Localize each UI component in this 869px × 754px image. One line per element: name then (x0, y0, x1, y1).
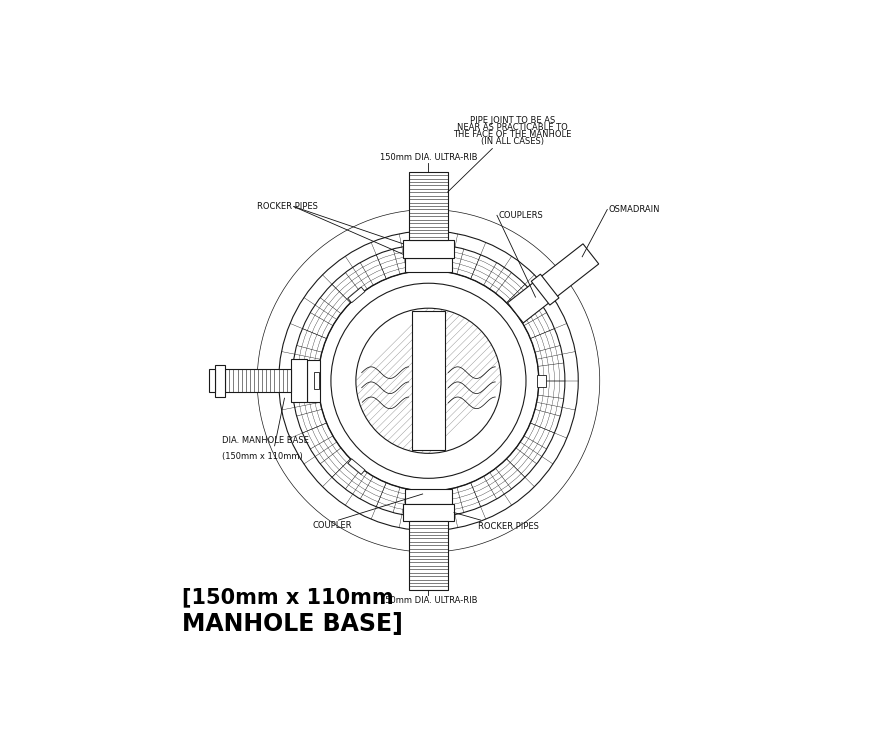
Polygon shape (348, 458, 365, 474)
Bar (411, 311, 445, 450)
Polygon shape (348, 287, 365, 303)
Bar (408, 172, 448, 241)
Polygon shape (507, 244, 598, 323)
Bar (225, 369, 290, 392)
Bar (215, 364, 225, 397)
Bar (402, 504, 454, 521)
Bar (408, 521, 448, 590)
Text: 150mm DIA. ULTRA-RIB: 150mm DIA. ULTRA-RIB (379, 153, 477, 162)
Polygon shape (536, 375, 545, 387)
Polygon shape (531, 274, 559, 305)
Bar (209, 369, 215, 392)
Bar (405, 258, 451, 272)
Text: 150mm DIA. ULTRA-RIB: 150mm DIA. ULTRA-RIB (379, 596, 477, 605)
Bar (405, 489, 451, 504)
Text: PIPE JOINT TO BE AS: PIPE JOINT TO BE AS (469, 116, 554, 125)
Text: [150mm x 110mm: [150mm x 110mm (182, 587, 393, 607)
Bar (307, 360, 320, 402)
Text: NEAR AS PRACTICABLE TO: NEAR AS PRACTICABLE TO (457, 124, 567, 132)
Text: OSMADRAIN: OSMADRAIN (607, 205, 660, 214)
Text: MANHOLE BASE]: MANHOLE BASE] (182, 612, 402, 636)
Text: ROCKER PIPES: ROCKER PIPES (477, 523, 538, 532)
Bar (402, 241, 454, 258)
Text: (150mm x 110mm): (150mm x 110mm) (222, 452, 302, 461)
Text: DIA. MANHOLE BASE: DIA. MANHOLE BASE (222, 436, 308, 445)
Text: ROCKER PIPES: ROCKER PIPES (257, 202, 318, 211)
Polygon shape (313, 372, 319, 390)
Text: COUPLERS: COUPLERS (498, 211, 542, 220)
Text: COUPLER: COUPLER (313, 521, 352, 530)
Text: (IN ALL CASES): (IN ALL CASES) (481, 137, 543, 146)
Text: THE FACE OF THE MANHOLE: THE FACE OF THE MANHOLE (453, 130, 571, 139)
Bar (290, 359, 307, 403)
